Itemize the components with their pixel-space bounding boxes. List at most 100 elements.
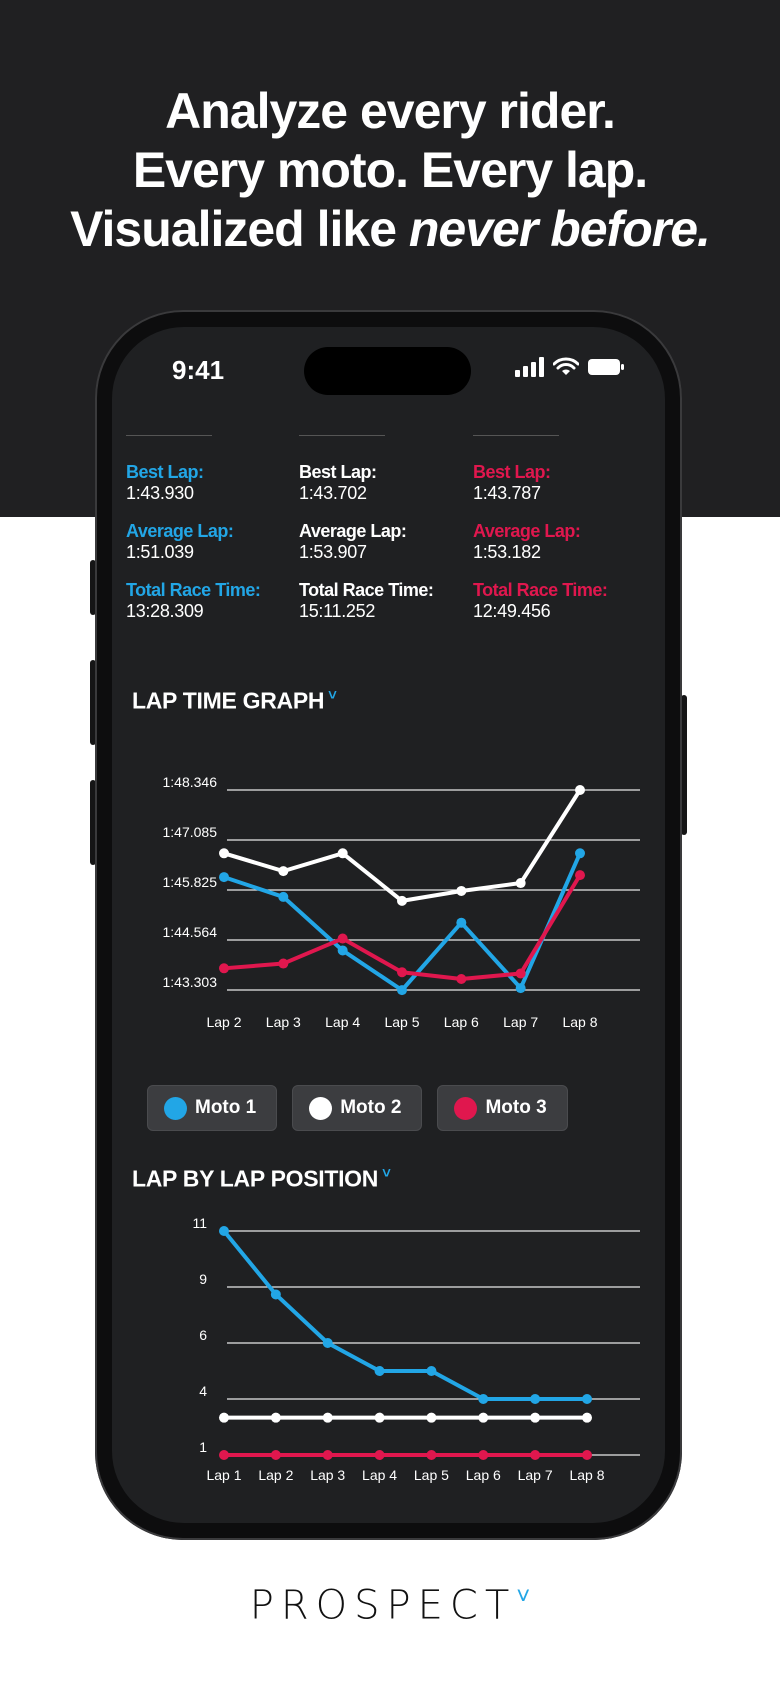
headline-line-2: Every moto. Every lap.: [132, 142, 648, 198]
y-tick-label: 6: [199, 1327, 207, 1343]
logo-chevron-mark: ˅: [516, 1582, 531, 1610]
status-icons: [515, 357, 625, 377]
logo-text: PROSPECT: [249, 1582, 517, 1629]
legend-moto-1-label: Moto 1: [195, 1097, 257, 1118]
x-tick-label: Lap 7: [518, 1467, 553, 1483]
x-tick-label: Lap 6: [444, 1014, 479, 1030]
data-point: [515, 878, 526, 889]
headline-line-3: Visualized like never before.: [0, 200, 780, 259]
data-point: [270, 1450, 281, 1460]
legend-moto-3-label: Moto 3: [485, 1097, 547, 1118]
lap-by-lap-position-title-text: LAP BY LAP POSITION: [132, 1165, 379, 1192]
data-point: [456, 885, 467, 896]
battery-icon: [588, 359, 624, 375]
moto-legend: Moto 1 Moto 2 Moto 3: [147, 1085, 568, 1131]
moto-2-color-dot: [309, 1096, 333, 1120]
data-point: [278, 866, 289, 877]
legend-moto-2-label: Moto 2: [340, 1097, 402, 1118]
headline-line-3-prefix: Visualized like: [70, 201, 409, 257]
data-point: [397, 985, 407, 996]
y-tick-label: 1:43.303: [163, 974, 218, 990]
average-lap-value: 1:53.182: [473, 542, 541, 562]
dynamic-island: [304, 347, 471, 395]
best-lap-value: 1:43.787: [473, 483, 541, 503]
data-point: [426, 1366, 437, 1376]
data-point: [374, 1412, 385, 1423]
headline: Analyze every rider. Every moto. Every l…: [0, 82, 780, 259]
average-lap-value: 1:53.907: [299, 542, 367, 562]
stats-divider: [299, 435, 385, 436]
y-tick-label: 1:48.346: [163, 774, 218, 790]
legend-moto-3-button[interactable]: Moto 3: [437, 1085, 568, 1131]
data-point: [219, 1412, 229, 1423]
moto-1-color-dot: [164, 1096, 187, 1120]
phone-volume-down-button: [90, 780, 96, 865]
data-point: [456, 974, 467, 985]
total-race-time-value: 13:28.309: [126, 601, 204, 621]
data-point: [575, 870, 585, 881]
y-tick-label: 11: [192, 1215, 207, 1231]
phone-volume-up-button: [90, 660, 96, 745]
phone-power-button: [681, 695, 687, 835]
moto-2-stats: Best Lap: 1:43.702 Average Lap: 1:53.907…: [299, 435, 469, 639]
data-point: [582, 1412, 592, 1423]
chevron-down-icon[interactable]: ˅: [382, 1165, 391, 1182]
data-point: [219, 872, 229, 883]
data-point: [530, 1450, 541, 1460]
y-tick-label: 4: [199, 1383, 207, 1399]
headline-emphasis: never before.: [408, 201, 711, 257]
x-tick-label: Lap 3: [310, 1467, 345, 1483]
data-point: [270, 1412, 281, 1423]
legend-moto-2-button[interactable]: Moto 2: [292, 1085, 423, 1131]
prospect-logo: PROSPECT˅: [0, 1582, 780, 1628]
data-point: [219, 1226, 229, 1236]
data-point: [397, 895, 407, 906]
moto-1-stats: Best Lap: 1:43.930 Average Lap: 1:51.039…: [126, 435, 296, 639]
data-point: [397, 967, 407, 978]
stats-divider: [126, 435, 212, 436]
x-tick-label: Lap 7: [503, 1014, 538, 1030]
series-line-2: [222, 788, 582, 903]
data-point: [374, 1366, 385, 1376]
x-tick-label: Lap 4: [362, 1467, 397, 1483]
data-point: [515, 983, 526, 994]
data-point: [530, 1412, 541, 1423]
data-point: [278, 891, 289, 902]
total-race-time-label: Total Race Time:: [126, 580, 261, 600]
y-tick-label: 1:44.564: [163, 924, 218, 940]
x-tick-label: Lap 3: [266, 1014, 301, 1030]
total-race-time-label: Total Race Time:: [473, 580, 608, 600]
lap-time-graph-title-text: LAP TIME GRAPH: [132, 687, 325, 714]
cellular-signal-icon: [515, 357, 544, 377]
best-lap-label: Best Lap:: [473, 462, 551, 482]
y-tick-label: 1:47.085: [163, 824, 218, 840]
data-point: [582, 1394, 592, 1404]
best-lap-label: Best Lap:: [126, 462, 204, 482]
chevron-down-icon[interactable]: ˅: [328, 687, 337, 704]
headline-line-1: Analyze every rider.: [165, 83, 616, 139]
data-point: [478, 1450, 489, 1460]
data-point: [456, 917, 467, 928]
x-tick-label: Lap 8: [562, 1014, 597, 1030]
x-tick-label: Lap 5: [414, 1467, 449, 1483]
average-lap-label: Average Lap:: [126, 521, 234, 541]
total-race-time-label: Total Race Time:: [299, 580, 434, 600]
data-point: [478, 1394, 489, 1404]
wifi-icon: [553, 357, 579, 375]
y-tick-label: 1:45.825: [163, 874, 218, 890]
best-lap-label: Best Lap:: [299, 462, 377, 482]
best-lap-value: 1:43.702: [299, 483, 367, 503]
data-point: [322, 1450, 333, 1460]
data-point: [219, 848, 229, 859]
data-point: [322, 1338, 333, 1348]
data-point: [278, 958, 289, 969]
app-screen: 9:41 Best Lap: 1:43.930: [112, 327, 665, 1523]
data-point: [219, 963, 229, 974]
legend-moto-1-button[interactable]: Moto 1: [147, 1085, 278, 1131]
moto-3-stats: Best Lap: 1:43.787 Average Lap: 1:53.182…: [473, 435, 643, 639]
lap-by-lap-position-title[interactable]: LAP BY LAP POSITION ˅: [132, 1165, 391, 1193]
lap-time-graph-title[interactable]: LAP TIME GRAPH ˅: [132, 687, 337, 715]
x-tick-label: Lap 2: [258, 1467, 293, 1483]
total-race-time-value: 15:11.252: [299, 601, 376, 621]
